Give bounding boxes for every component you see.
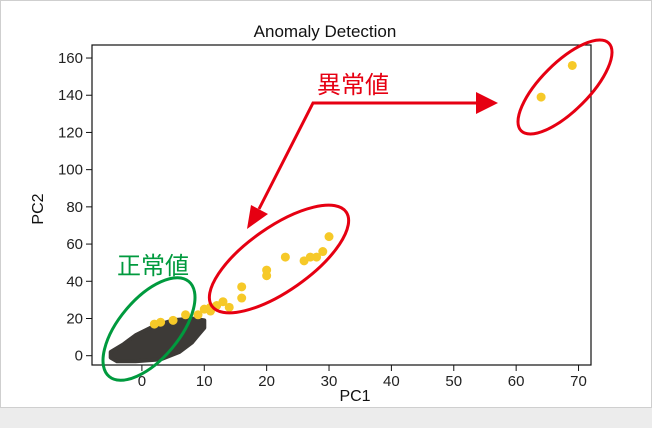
scatter-point [156, 317, 166, 327]
x-tick-label: 0 [138, 373, 146, 390]
y-tick-label: 120 [58, 124, 83, 141]
scatter-point [168, 315, 178, 325]
x-tick-label: 10 [196, 373, 213, 390]
scatter-point [312, 252, 322, 262]
y-tick-label: 40 [66, 273, 83, 290]
chart-title: Anomaly Detection [254, 22, 397, 41]
anomaly-ellipse-mid [207, 203, 351, 315]
y-tick-label: 0 [75, 348, 83, 365]
y-tick-label: 80 [66, 199, 83, 216]
scatter-point [237, 282, 247, 292]
plot-frame [91, 44, 592, 366]
x-tick-label: 50 [445, 373, 462, 390]
chart-panel: Anomaly Detection 0 10 20 30 40 50 60 70 0 20 40 60… [0, 0, 652, 408]
normal-ellipse [101, 276, 197, 382]
x-tick-label: 60 [508, 373, 525, 390]
scatter-point [567, 60, 577, 70]
x-tick-label: 30 [321, 373, 338, 390]
normal-annotation: 正常値 [117, 253, 189, 280]
y-tick-label: 60 [66, 236, 83, 253]
y-tick-label: 160 [58, 50, 83, 67]
scatter-point [262, 265, 272, 275]
scatter-point [224, 302, 234, 312]
y-tick-label: 20 [66, 310, 83, 327]
scatter-point [193, 310, 203, 320]
anomaly-annotation: 異常値 [317, 72, 389, 99]
scatter-point [237, 293, 247, 303]
anomaly-arrow-line [257, 101, 479, 210]
scatter-point [181, 310, 191, 320]
plot-area: 0 10 20 30 40 50 60 70 0 20 40 60 80 100 120 140 160 [58, 38, 614, 390]
anomaly-arrow-head-right [476, 92, 498, 114]
scatter-point [536, 92, 546, 102]
x-tick-label: 70 [570, 373, 587, 390]
y-tick-label: 100 [58, 162, 83, 179]
scatter-point [280, 252, 290, 262]
anomaly-ellipse-top [516, 38, 614, 136]
scatter-point [218, 297, 228, 307]
x-tick-label: 20 [258, 373, 275, 390]
scatter-point [324, 232, 334, 242]
scatter-chart: Anomaly Detection 0 10 20 30 40 50 60 70 0 20 40 60… [30, 22, 614, 405]
normal-cluster [108, 316, 207, 364]
y-tick-label: 140 [58, 87, 83, 104]
scatter-point [318, 247, 328, 257]
y-axis-label: PC2 [30, 193, 47, 224]
x-axis-label: PC1 [339, 388, 370, 405]
anomaly-arrow-head-down [247, 205, 268, 229]
scatter-point [305, 252, 315, 262]
x-tick-label: 40 [383, 373, 400, 390]
